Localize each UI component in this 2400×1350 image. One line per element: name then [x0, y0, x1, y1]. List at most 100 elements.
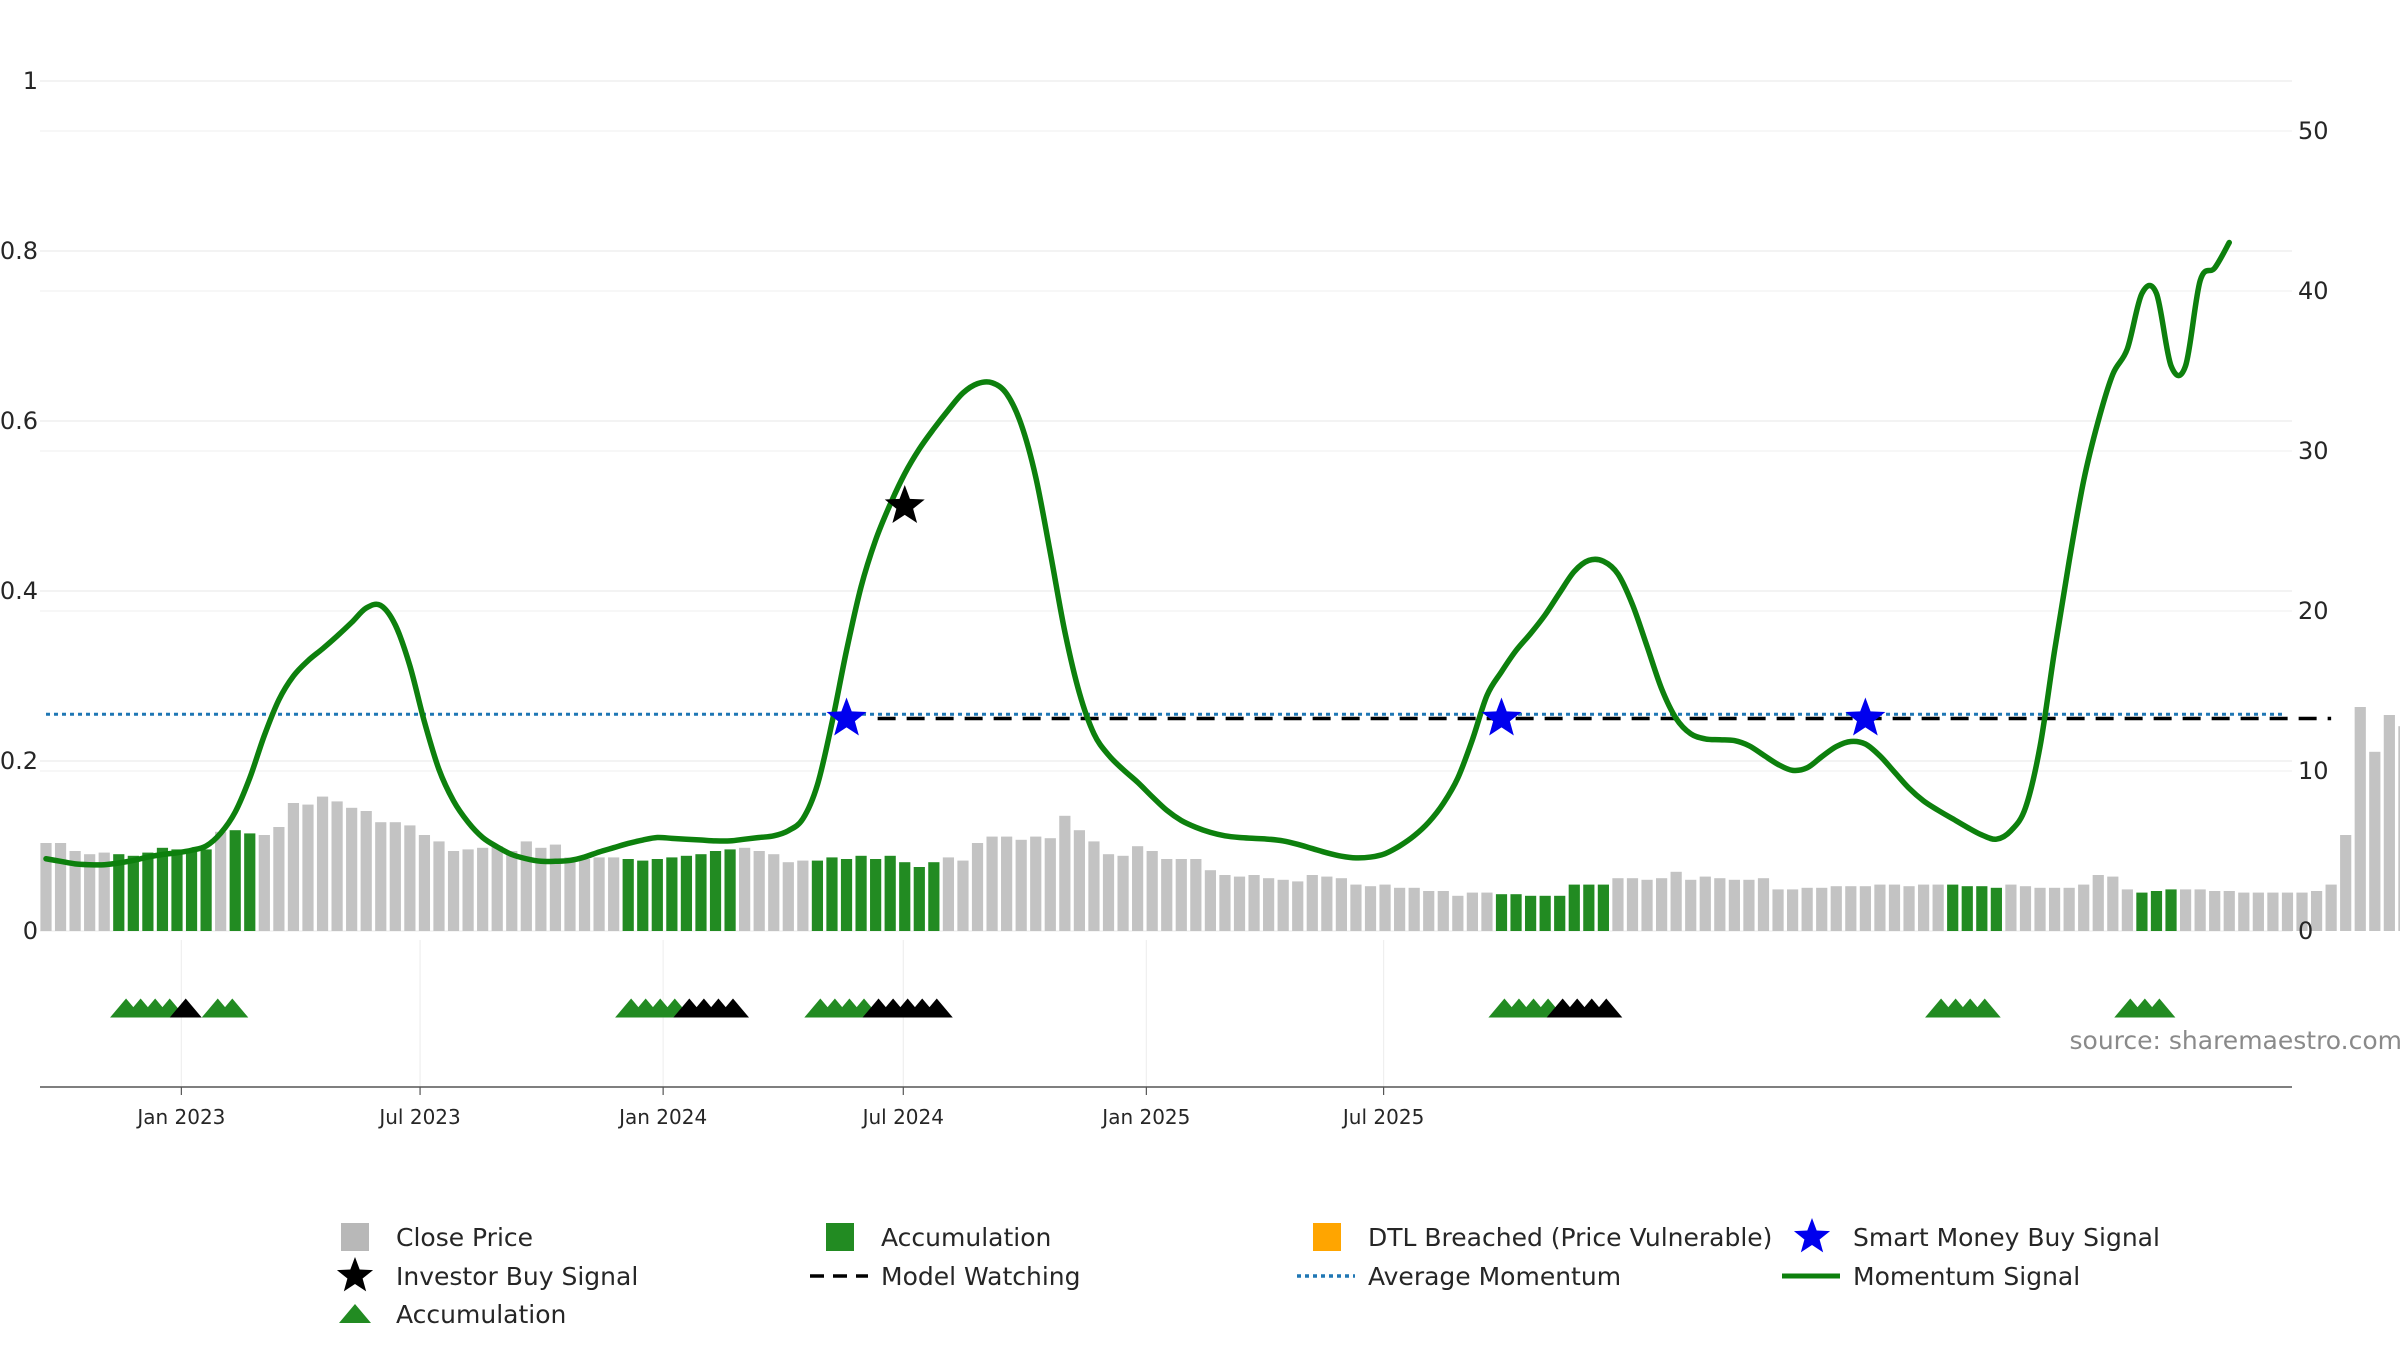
- close-price-bar: [1830, 886, 1842, 931]
- close-price-bar: [1626, 878, 1639, 931]
- close-price-bar: [1248, 875, 1260, 931]
- accumulation-bar: [622, 859, 634, 931]
- close-price-bar: [1277, 879, 1289, 931]
- accumulation-bar: [637, 860, 649, 931]
- close-price-bar: [506, 851, 518, 931]
- close-price-bar: [1903, 886, 1915, 931]
- accumulation-bar: [1583, 884, 1595, 931]
- close-price-bar: [2019, 886, 2032, 931]
- legend-label: Accumulation: [396, 1300, 566, 1329]
- close-price-bar: [404, 825, 416, 931]
- close-price-bar: [98, 852, 110, 931]
- close-price-bar: [1044, 838, 1056, 931]
- source-label: source: sharemaestro.com: [2070, 1026, 2400, 1055]
- close-price-bar: [477, 847, 489, 931]
- accumulation-bar: [666, 857, 678, 931]
- legend: Close Price Accumulation DTL Breached (Pri…: [336, 1218, 2160, 1329]
- close-price-bar: [549, 844, 562, 931]
- close-price-bar: [1306, 875, 1318, 931]
- accumulation-bar: [913, 867, 925, 931]
- left-tick-label: 1: [23, 67, 38, 95]
- close-price-bar: [1088, 841, 1100, 931]
- accumulation-bar: [680, 855, 693, 931]
- accumulation-triangle-green: [1968, 998, 2001, 1018]
- close-price-bar: [1917, 884, 1930, 931]
- signal-markers: [826, 485, 1886, 736]
- close-price-bar: [273, 827, 285, 931]
- close-price-bar: [2121, 889, 2133, 931]
- left-tick-label: 0.4: [0, 577, 38, 605]
- left-tick-label: 0.6: [0, 407, 38, 435]
- close-price-bar: [1073, 830, 1086, 931]
- close-price-bar: [316, 796, 329, 931]
- close-price-bar: [389, 822, 401, 931]
- close-price-bar: [2223, 891, 2235, 931]
- close-price-bar: [2354, 707, 2366, 931]
- close-price-bar: [520, 841, 532, 931]
- close-price-bar: [1030, 836, 1042, 931]
- close-price-bar: [1292, 881, 1304, 931]
- legend-square-icon: [826, 1223, 854, 1251]
- accumulation-bar: [1947, 884, 1959, 931]
- close-price-bar: [1845, 886, 1857, 931]
- close-price-bar: [1699, 876, 1711, 931]
- close-price-bar: [1787, 889, 1799, 931]
- accumulation-bar: [1554, 895, 1566, 931]
- accumulation-bar: [156, 847, 169, 931]
- legend-triangle-icon: [339, 1304, 371, 1323]
- close-price-bar: [331, 801, 343, 931]
- accumulation-bar: [811, 860, 824, 931]
- close-price-bar: [258, 835, 270, 931]
- accumulation-bar: [2165, 889, 2177, 931]
- close-price-bar: [1888, 884, 1901, 931]
- legend-label: DTL Breached (Price Vulnerable): [1368, 1223, 1772, 1252]
- left-tick-label: 0: [23, 917, 38, 945]
- close-price-bar: [215, 831, 227, 931]
- close-price-bar: [2325, 884, 2337, 931]
- close-price-bar: [593, 857, 605, 931]
- accumulation-bar: [171, 849, 183, 931]
- close-price-bar: [2310, 891, 2323, 931]
- legend-label: Close Price: [396, 1223, 533, 1252]
- signal-lines: [43, 239, 2332, 868]
- close-price-bar: [1335, 878, 1347, 931]
- x-tick-label: Jan 2025: [1100, 1105, 1190, 1129]
- close-price-bar: [2281, 892, 2294, 931]
- smart-money-buy-star: [1845, 697, 1886, 736]
- accumulation-bar: [185, 851, 198, 931]
- close-price-bar: [2238, 892, 2250, 931]
- accumulation-bar: [200, 849, 212, 931]
- close-price-bar: [1481, 892, 1493, 931]
- legend-label: Momentum Signal: [1853, 1262, 2080, 1291]
- accumulation-bar: [244, 833, 256, 931]
- close-price-bar: [1204, 870, 1216, 931]
- accumulation-triangle-black: [920, 998, 953, 1018]
- accumulation-bar: [1539, 895, 1551, 931]
- accumulation-bar: [709, 851, 722, 931]
- accumulation-triangle-black: [1590, 998, 1623, 1018]
- right-tick-label: 10: [2298, 757, 2329, 785]
- close-price-bar: [2383, 715, 2395, 931]
- legend-label: Smart Money Buy Signal: [1853, 1223, 2160, 1252]
- accumulation-bar: [229, 830, 241, 931]
- accumulation-bar: [142, 852, 154, 931]
- accumulation-bar: [840, 859, 853, 931]
- right-tick-label: 40: [2298, 277, 2329, 305]
- close-price-bar: [418, 835, 431, 931]
- legend-square-icon: [341, 1223, 369, 1251]
- accumulation-bar: [1976, 886, 1988, 931]
- close-price-bar: [1117, 855, 1129, 931]
- close-price-bar: [1321, 876, 1333, 931]
- close-price-bar: [768, 854, 780, 931]
- close-price-bar: [2398, 726, 2400, 931]
- accumulation-bar: [826, 857, 838, 931]
- close-price-bar: [1102, 854, 1115, 931]
- close-price-bar: [40, 843, 52, 931]
- accumulation-bar: [1597, 884, 1609, 931]
- close-price-bar: [2252, 892, 2264, 931]
- close-price-bar: [1364, 886, 1377, 931]
- close-price-bar: [578, 859, 591, 931]
- close-price-bar: [1728, 879, 1740, 931]
- close-price-bar: [54, 843, 67, 931]
- gridlines: [40, 80, 2292, 1087]
